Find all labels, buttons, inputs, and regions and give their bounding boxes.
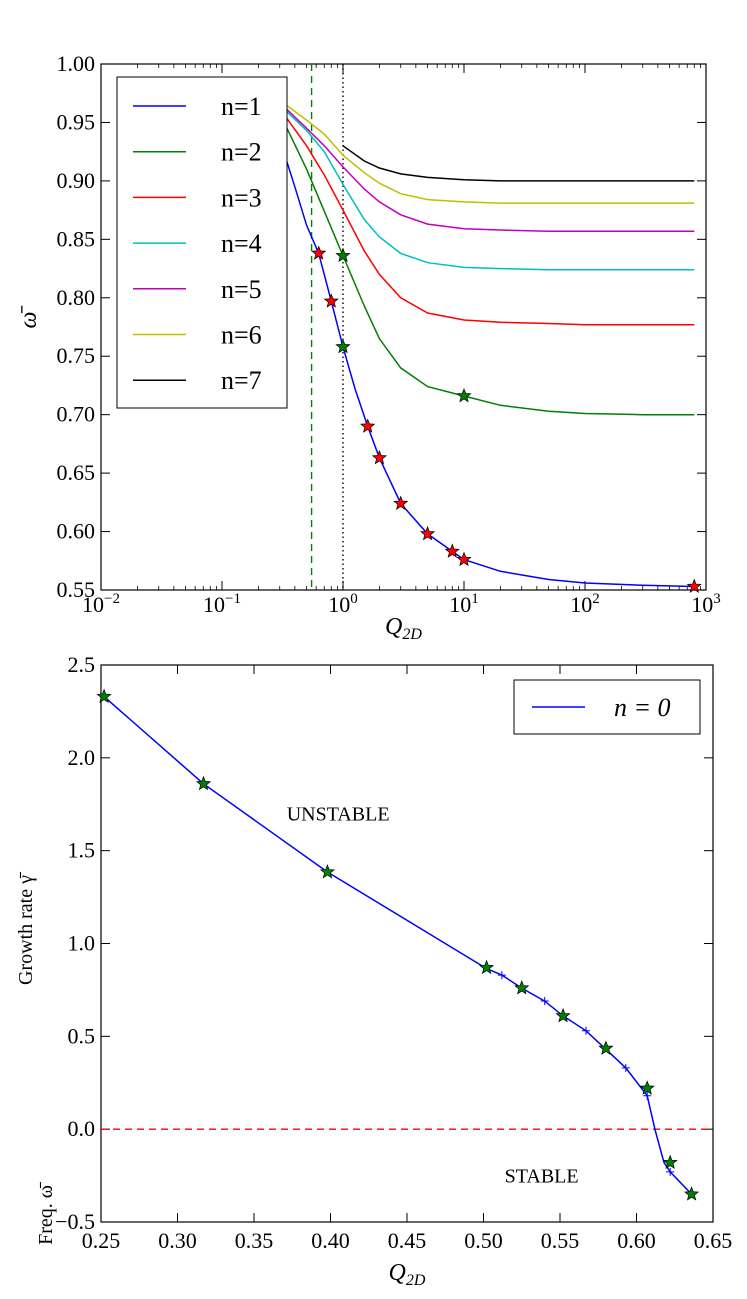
plus-marker	[582, 1026, 591, 1035]
y-tick-label: 0.60	[57, 519, 96, 544]
series-line-n7	[342, 145, 695, 182]
y-tick-label: 0.0	[68, 1116, 96, 1141]
y-tick-label: 1.0	[68, 931, 96, 956]
series-line-n6	[279, 99, 695, 204]
x-axis-label: Q2D	[389, 1260, 426, 1289]
legend-label-n0: n = 0	[614, 693, 671, 722]
plus-marker	[643, 1091, 652, 1100]
star-marker	[335, 247, 351, 263]
y-axis-label-secondary: Freq. ω̄	[35, 1181, 57, 1245]
star-marker	[319, 864, 336, 879]
star-marker	[360, 418, 376, 433]
star-marker	[456, 551, 472, 567]
y-tick-label: 0.80	[57, 285, 96, 310]
x-tick-label: 0.30	[158, 1228, 197, 1253]
y-tick-label: 0.95	[57, 109, 96, 134]
plus-marker	[621, 1063, 630, 1072]
x-tick-label: 0.55	[541, 1228, 580, 1253]
series-line-n3	[279, 107, 695, 326]
star-marker	[311, 245, 327, 260]
star-marker	[514, 980, 530, 995]
x-tick-label: 10−1	[203, 591, 241, 617]
x-tick-label: 0.35	[235, 1228, 274, 1253]
legend-label-n4: n=4	[221, 229, 262, 258]
x-tick-label: 0.60	[617, 1228, 656, 1253]
series-line-n4	[279, 104, 695, 271]
y-tick-label: 0.85	[57, 226, 96, 251]
legend-label-n2: n=2	[221, 138, 262, 167]
star-marker	[598, 1040, 614, 1055]
x-tick-label: 0.50	[464, 1228, 503, 1253]
y-tick-label: 1.00	[57, 51, 96, 76]
legend: n = 0	[513, 679, 701, 735]
plot-frame	[100, 63, 707, 591]
legend-label-n1: n=1	[221, 92, 262, 121]
plot-frame	[100, 664, 714, 1223]
y-axis-label: Growth rate γ̄	[15, 871, 37, 985]
x-tick-label: 10−2	[82, 591, 120, 617]
star-marker	[419, 525, 436, 541]
y-tick-label: 2.5	[68, 652, 96, 677]
stable-label: STABLE	[505, 1166, 579, 1188]
series-line-n1	[278, 138, 695, 588]
plus-marker	[497, 971, 506, 980]
legend-label-n6: n=6	[221, 321, 262, 350]
star-marker	[683, 1186, 700, 1201]
x-tick-label: 0.45	[388, 1228, 427, 1253]
y-tick-label: −0.5	[55, 1209, 95, 1234]
x-tick-label: 0.65	[694, 1228, 733, 1253]
star-marker	[555, 1007, 571, 1023]
star-marker	[686, 578, 702, 594]
star-marker	[96, 688, 112, 703]
x-tick-label: 0.40	[311, 1228, 350, 1253]
star-marker	[323, 293, 339, 308]
x-axis-label: Q2D	[385, 614, 422, 643]
star-marker	[456, 388, 472, 403]
x-tick-label: 102	[570, 591, 600, 617]
star-marker	[371, 449, 388, 465]
star-marker	[195, 775, 212, 791]
y-tick-label: 2.0	[68, 745, 96, 770]
legend-label-n3: n=3	[221, 183, 262, 212]
star-marker	[335, 338, 351, 354]
y-tick-label: 0.5	[68, 1023, 96, 1048]
x-tick-label: 100	[328, 591, 358, 617]
y-tick-label: 0.70	[57, 402, 96, 427]
legend-label-n7: n=7	[221, 366, 262, 395]
plus-marker	[666, 1167, 675, 1176]
bottom-chart: 0.25 0.30 0.35 0.40 0.45 0.50 0.55 0.60 0.65 −0.5…	[15, 652, 732, 1289]
series-line-n2	[279, 112, 695, 416]
top-chart: 10−2 10−1 100 101 102 103 0.55 0.60 0.65 0.70 0.75…	[16, 51, 721, 643]
y-tick-label: 0.75	[57, 343, 96, 368]
x-tick-label: 0.25	[82, 1228, 121, 1253]
star-marker	[662, 1154, 678, 1169]
y-tick-label: 0.65	[57, 460, 96, 485]
star-marker	[444, 543, 460, 558]
legend: n=1 n=2 n=3 n=4 n=5 n=6 n=7	[116, 76, 288, 409]
star-marker	[478, 959, 495, 975]
series-line-n5	[279, 102, 695, 232]
plus-marker	[540, 997, 549, 1006]
y-tick-label: 0.55	[57, 577, 96, 602]
y-tick-label: 1.5	[68, 838, 96, 863]
legend-label-n5: n=5	[221, 275, 262, 304]
star-marker	[393, 495, 409, 511]
x-tick-label: 103	[691, 591, 721, 617]
star-marker	[639, 1080, 655, 1095]
x-tick-label: 101	[449, 591, 479, 617]
unstable-label: UNSTABLE	[287, 804, 390, 826]
y-axis-label: ω̄	[16, 306, 42, 329]
y-tick-label: 0.90	[57, 168, 96, 193]
series-line-n0	[103, 696, 693, 1195]
